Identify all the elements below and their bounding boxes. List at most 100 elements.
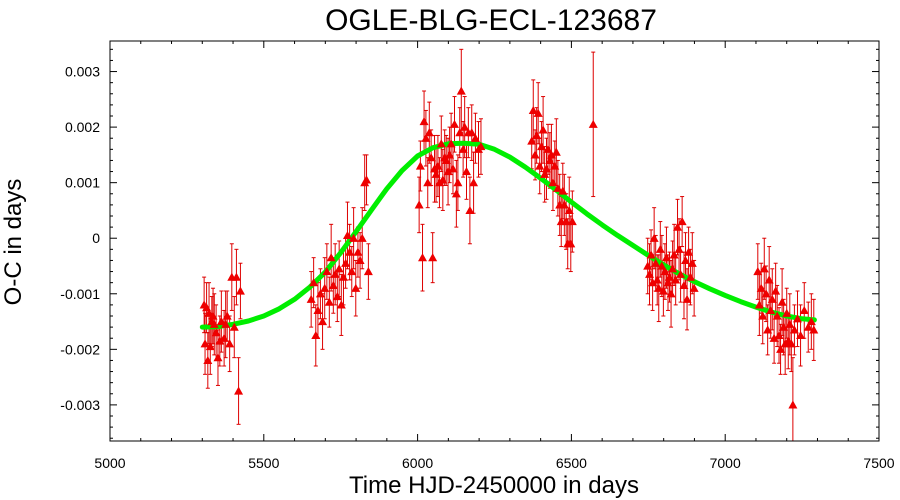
data-point (423, 178, 433, 187)
data-point (453, 178, 463, 187)
x-tick-label: 6500 (556, 455, 587, 471)
data-point (684, 247, 694, 256)
data-point (216, 317, 226, 326)
data-point (666, 289, 676, 298)
data-point (209, 319, 219, 328)
data-point (771, 286, 781, 295)
data-point (796, 330, 806, 340)
data-point (438, 175, 448, 184)
data-point (756, 283, 766, 292)
data-point (462, 167, 472, 176)
data-point (654, 283, 664, 292)
data-point (566, 239, 576, 248)
chart-title: OGLE-BLG-ECL-123687 (325, 4, 657, 37)
data-point (548, 178, 558, 187)
data-point (669, 250, 679, 259)
data-point (311, 330, 321, 340)
data-point (419, 117, 429, 126)
data-point (561, 217, 571, 226)
data-point (322, 267, 332, 276)
fit-curve (199, 140, 817, 330)
data-point (222, 311, 232, 320)
data-point (658, 286, 668, 295)
data-point (469, 178, 479, 187)
data-point (476, 142, 486, 151)
data-point (648, 278, 658, 287)
data-point (655, 244, 665, 253)
data-point (341, 258, 351, 267)
data-point (363, 267, 373, 276)
data-point (332, 292, 342, 301)
data-point (668, 264, 678, 273)
data-point (328, 280, 338, 290)
data-point (809, 325, 819, 334)
data-point (763, 325, 773, 334)
data-point (211, 328, 221, 337)
data-point (415, 161, 425, 170)
data-point (342, 230, 352, 240)
y-tick-label: 0.002 (65, 119, 100, 135)
data-point (767, 294, 777, 303)
data-point (318, 317, 328, 326)
data-point (545, 155, 555, 165)
data-point (231, 272, 241, 281)
data-point (663, 278, 673, 287)
data-point (320, 283, 330, 292)
data-point (426, 153, 436, 162)
data-point (559, 200, 569, 209)
data-point (564, 205, 574, 215)
data-point (441, 155, 451, 165)
data-point (225, 339, 235, 348)
data-point (776, 344, 786, 353)
x-axis-label: Time HJD-2450000 in days (349, 472, 639, 499)
data-point (540, 169, 550, 178)
data-point (336, 300, 346, 309)
data-point (687, 258, 697, 267)
data-point (414, 200, 424, 209)
data-point (446, 139, 456, 148)
data-point (351, 283, 361, 292)
data-point (674, 244, 684, 253)
data-point (445, 150, 455, 159)
data-point (689, 283, 699, 292)
data-point (753, 267, 763, 276)
data-point (535, 161, 545, 170)
y-tick-label: -0.001 (60, 286, 100, 302)
data-point (428, 253, 438, 262)
data-point (541, 164, 551, 173)
data-point (786, 339, 796, 348)
data-point (774, 330, 784, 340)
data-point (436, 139, 446, 148)
data-point (347, 267, 357, 276)
data-point (345, 247, 355, 256)
data-point (766, 305, 776, 315)
data-point (349, 233, 359, 242)
data-point (761, 289, 771, 298)
data-point (313, 305, 323, 315)
data-point (660, 267, 670, 276)
data-point (315, 289, 325, 298)
data-point (334, 264, 344, 273)
data-point (553, 183, 563, 192)
data-point (421, 133, 431, 142)
y-tick-label: 0.001 (65, 175, 100, 191)
data-point (785, 319, 795, 328)
data-point (758, 311, 768, 320)
data-point (671, 275, 681, 284)
data-point (355, 255, 365, 265)
data-point (777, 297, 787, 306)
data-point (677, 217, 687, 226)
data-point (588, 119, 598, 128)
data-point (448, 164, 458, 173)
y-tick-label: -0.002 (60, 341, 100, 357)
data-point (203, 355, 213, 365)
data-point (470, 133, 480, 142)
data-point (673, 222, 683, 231)
data-point (772, 311, 782, 320)
data-point (456, 86, 466, 95)
plot-frame (109, 40, 880, 442)
y-tick-label: 0 (92, 230, 100, 246)
data-point (538, 125, 548, 134)
data-point (788, 400, 798, 409)
